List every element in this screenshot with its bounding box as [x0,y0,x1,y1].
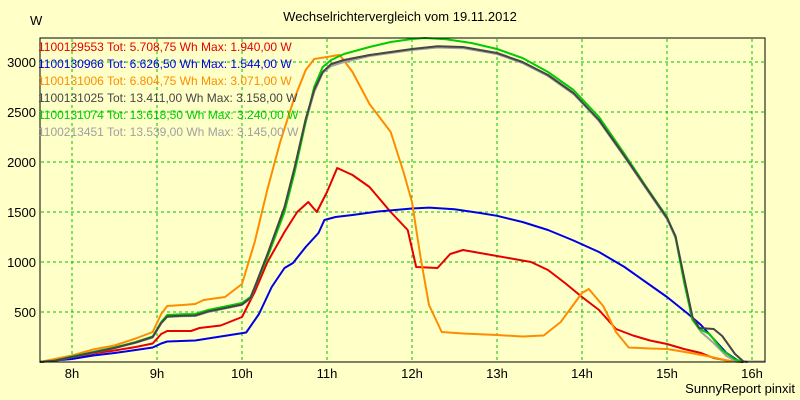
legend-item-1100130966: 1100130966 Tot: 6.626,50 Wh Max: 1.544,0… [38,57,292,71]
series-line-1100130966 [39,206,744,363]
y-axis-unit-label: W [30,13,43,28]
y-tick-label-500: 500 [14,305,36,320]
x-tick-label-11h: 11h [316,366,338,381]
x-tick-label-9h: 9h [149,366,165,381]
y-tick-label-3000: 3000 [7,55,36,70]
x-tick-label-16h: 16h [741,366,763,381]
x-tick-label-10h: 10h [231,366,253,381]
legend-item-1100213451: 1100213451 Tot: 13.539,00 Wh Max: 3.145,… [38,125,299,139]
x-tick-label-15h: 15h [656,366,678,381]
plot-frame [39,37,766,363]
x-tick-label-8h: 8h [64,366,80,381]
footer-credit: SunnyReport pinxit [685,381,795,396]
series-line-1100131025 [39,45,748,363]
chart-title: Wechselrichtervergleich vom 19.11.2012 [283,9,517,24]
legend-item-1100131025: 1100131025 Tot: 13.411,00 Wh Max: 3.158,… [38,91,298,105]
x-tick-label-13h: 13h [486,366,508,381]
y-tick-label-2500: 2500 [7,105,36,120]
legend-item-1100129553: 1100129553 Tot: 5.708,75 Wh Max: 1.940,0… [38,40,292,54]
x-tick-label-14h: 14h [571,366,593,381]
y-tick-label-2000: 2000 [7,155,36,170]
y-tick-label-1000: 1000 [7,255,36,270]
series-line-1100129553 [39,167,744,363]
x-tick-label-12h: 12h [401,366,423,381]
y-tick-label-1500: 1500 [7,205,36,220]
series-line-1100131006 [39,53,740,363]
legend: 1100129553 Tot: 5.708,75 Wh Max: 1.940,0… [38,39,298,141]
legend-item-1100131074: 1100131074 Tot: 13.618,50 Wh Max: 3.240,… [38,108,299,122]
legend-item-1100131006: 1100131006 Tot: 6.804,75 Wh Max: 3.071,0… [38,74,292,88]
